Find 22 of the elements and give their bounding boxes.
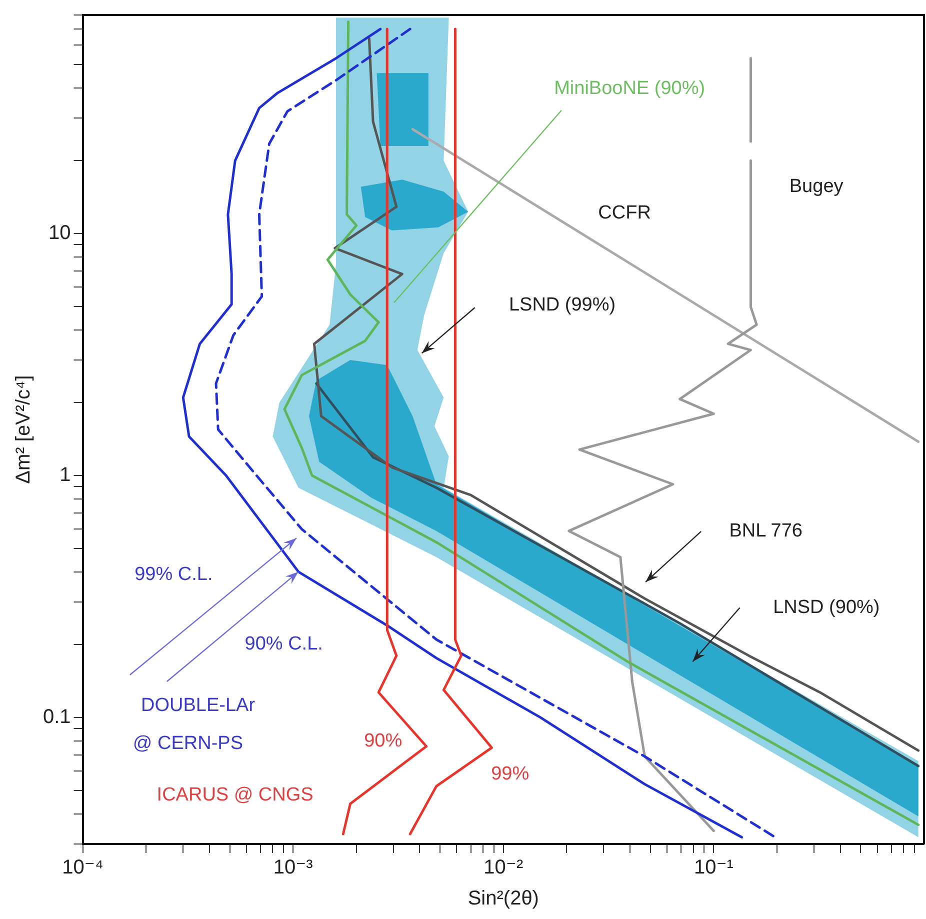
annotation: DOUBLE-LAr bbox=[141, 694, 256, 716]
x-tick-label: 10⁻³ bbox=[273, 856, 314, 879]
annotation: 99% C.L. bbox=[134, 564, 213, 585]
annotation: CCFR bbox=[598, 202, 651, 224]
annotation: ICARUS @ CNGS bbox=[156, 784, 314, 806]
x-tick-label: 10⁻⁴ bbox=[62, 856, 104, 879]
annotation: 90% bbox=[364, 730, 402, 752]
annotation: Bugey bbox=[789, 176, 844, 197]
y-axis-title: Δm² [eV²/c⁴] bbox=[12, 375, 35, 484]
annotation: 99% bbox=[491, 764, 530, 785]
annotation: 90% C.L. bbox=[244, 633, 323, 654]
annotation: BNL 776 bbox=[729, 520, 802, 542]
x-tick-label: 10⁻¹ bbox=[694, 856, 734, 879]
y-tick-label: 0.1 bbox=[42, 706, 71, 728]
x-tick-label: 10⁻² bbox=[484, 856, 524, 879]
y-tick-label: 1 bbox=[60, 464, 71, 486]
annotation: MiniBooNE (90%) bbox=[554, 78, 706, 100]
annotation: LSND (99%) bbox=[508, 294, 616, 316]
x-axis-title: Sin²(2θ) bbox=[468, 888, 539, 910]
y-tick-label: 10 bbox=[48, 222, 71, 244]
annotation: LNSD (90%) bbox=[773, 596, 880, 618]
annotation: @ CERN-PS bbox=[132, 732, 243, 754]
